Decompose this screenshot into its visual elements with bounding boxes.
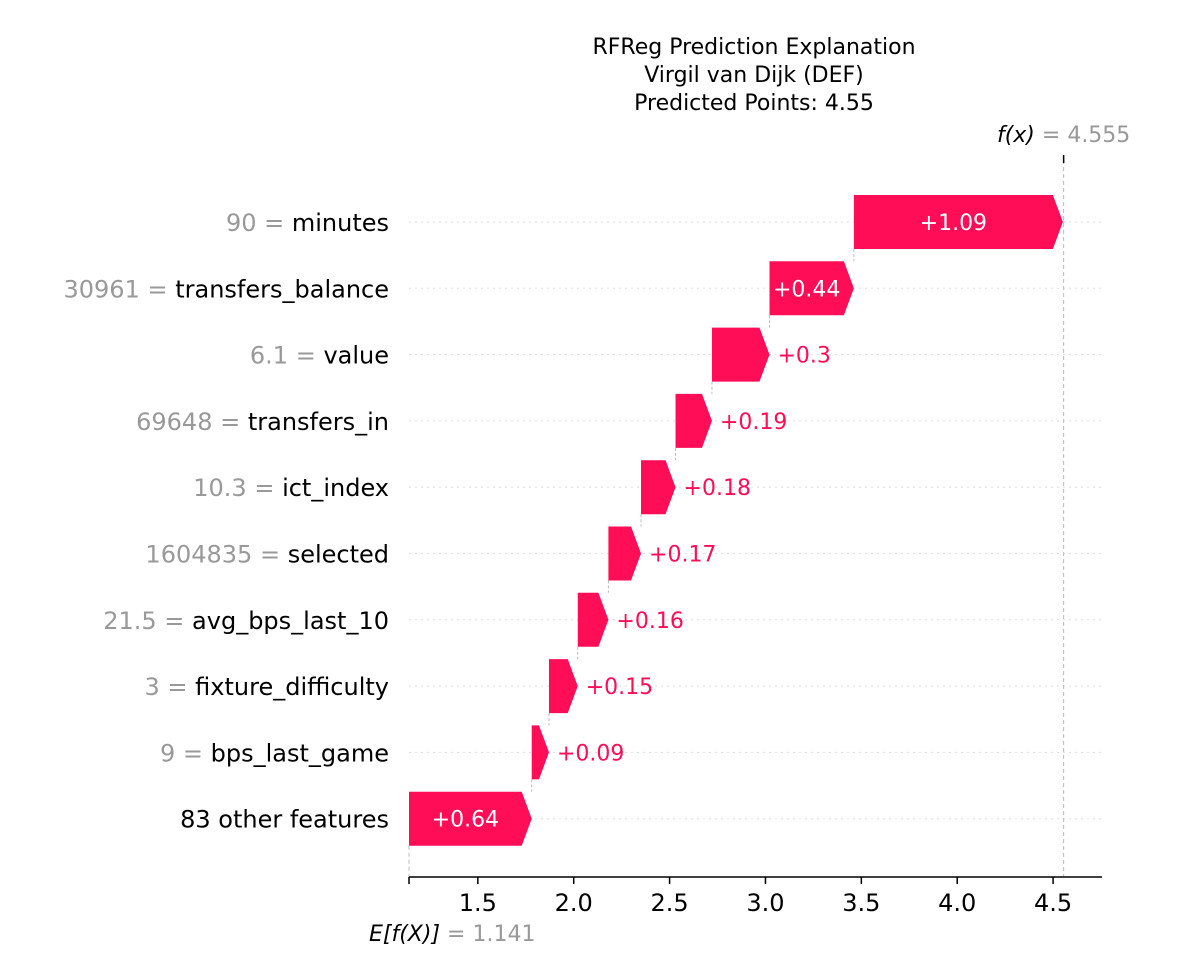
feature-name: bps_last_game — [211, 739, 389, 767]
feature-name: transfers_in — [248, 408, 389, 436]
output-value-annotation: f(x) = 4.555 — [997, 123, 1130, 148]
feature-value: 90 = — [226, 209, 292, 237]
feature-name: minutes — [292, 209, 389, 237]
feature-label: 69648 = transfers_in — [136, 408, 389, 436]
feature-label: 3 = fixture_difficulty — [145, 673, 389, 701]
feature-value: 10.3 = — [193, 474, 282, 502]
feature-value: 30961 = — [64, 275, 176, 303]
title-line-3: Predicted Points: 4.55 — [634, 91, 874, 116]
title-line-1: RFReg Prediction Explanation — [592, 35, 915, 60]
feature-name: value — [323, 342, 389, 370]
chart-title: RFReg Prediction Explanation Virgil van D… — [592, 35, 915, 116]
reference-lines — [408, 160, 1065, 877]
feature-value: 1604835 = — [145, 541, 287, 569]
feature-name: selected — [288, 541, 389, 569]
bar-avg-bps-last-10 — [577, 592, 609, 647]
feature-value: 9 = — [160, 739, 211, 767]
bar-selected — [608, 526, 642, 581]
bar-transfers-balance — [769, 261, 854, 316]
contribution-label: +0.09 — [557, 741, 624, 766]
x-tick-label: 4.0 — [938, 889, 976, 917]
x-tick-label: 3.0 — [746, 889, 784, 917]
title-line-2: Virgil van Dijk (DEF) — [644, 63, 864, 88]
contribution-label: +0.19 — [720, 410, 787, 435]
x-tick-label: 4.5 — [1034, 889, 1072, 917]
feature-name: transfers_balance — [175, 275, 389, 303]
annotations: f(x) = 4.555 E[f(X)] = 1.141 — [369, 123, 1130, 947]
bar-value — [711, 327, 770, 382]
bars: +1.09 +0.44 +0.3 +0.19 +0.18 +0.17 +0.16 +0.15 +… — [409, 195, 1063, 846]
feature-value: 6.1 = — [250, 342, 324, 370]
contribution-label: +0.16 — [616, 609, 683, 634]
feature-value: 69648 = — [136, 408, 248, 436]
base-value-annotation: E[f(X)] = 1.141 — [369, 922, 535, 947]
x-tick-label: 1.5 — [459, 889, 497, 917]
feature-label: 21.5 = avg_bps_last_10 — [103, 607, 389, 635]
feature-label: 6.1 = value — [250, 342, 389, 370]
feature-value: 21.5 = — [103, 607, 192, 635]
feature-name: avg_bps_last_10 — [192, 607, 389, 635]
base-label: E[f(X)] — [369, 922, 447, 947]
bar-minutes — [853, 195, 1063, 249]
feature-name: ict_index — [282, 474, 389, 502]
contribution-label: +0.17 — [649, 543, 716, 568]
x-tick-label: 2.5 — [651, 889, 689, 917]
feature-labels: 90 = minutes 30961 = transfers_balance 6.1… — [64, 209, 390, 834]
contribution-label: +0.3 — [777, 344, 830, 369]
x-tick-label: 2.0 — [555, 889, 593, 917]
feature-label: 9 = bps_last_game — [160, 739, 389, 767]
feature-label: 30961 = transfers_balance — [64, 275, 390, 303]
contribution-label: +0.18 — [684, 476, 751, 501]
feature-name: 83 other features — [180, 806, 389, 834]
bar-ict-index — [641, 460, 676, 515]
bar-fixture-difficulty — [548, 659, 578, 714]
x-tick-label: 3.5 — [842, 889, 880, 917]
row-gridlines — [409, 221, 1102, 820]
output-label: f(x) — [997, 123, 1042, 148]
bar-bps-last-game — [531, 725, 549, 780]
contribution-label: +0.15 — [586, 675, 653, 700]
feature-label: 1604835 = selected — [145, 541, 389, 569]
feature-label: 90 = minutes — [226, 209, 389, 237]
base-value: = 1.141 — [447, 922, 535, 947]
feature-label: 83 other features — [180, 806, 389, 834]
x-axis: 1.5 2.0 2.5 3.0 3.5 4.0 4.5 — [408, 876, 1102, 917]
contribution-label: +1.09 — [920, 211, 987, 236]
feature-value: 3 = — [145, 673, 196, 701]
bar-83-other-features — [409, 791, 532, 846]
contribution-label: +0.64 — [432, 808, 499, 833]
output-value: = 4.555 — [1042, 123, 1130, 148]
feature-name: fixture_difficulty — [195, 673, 389, 701]
bar-transfers-in — [675, 393, 712, 448]
contribution-label: +0.44 — [773, 277, 840, 302]
feature-label: 10.3 = ict_index — [193, 474, 389, 502]
